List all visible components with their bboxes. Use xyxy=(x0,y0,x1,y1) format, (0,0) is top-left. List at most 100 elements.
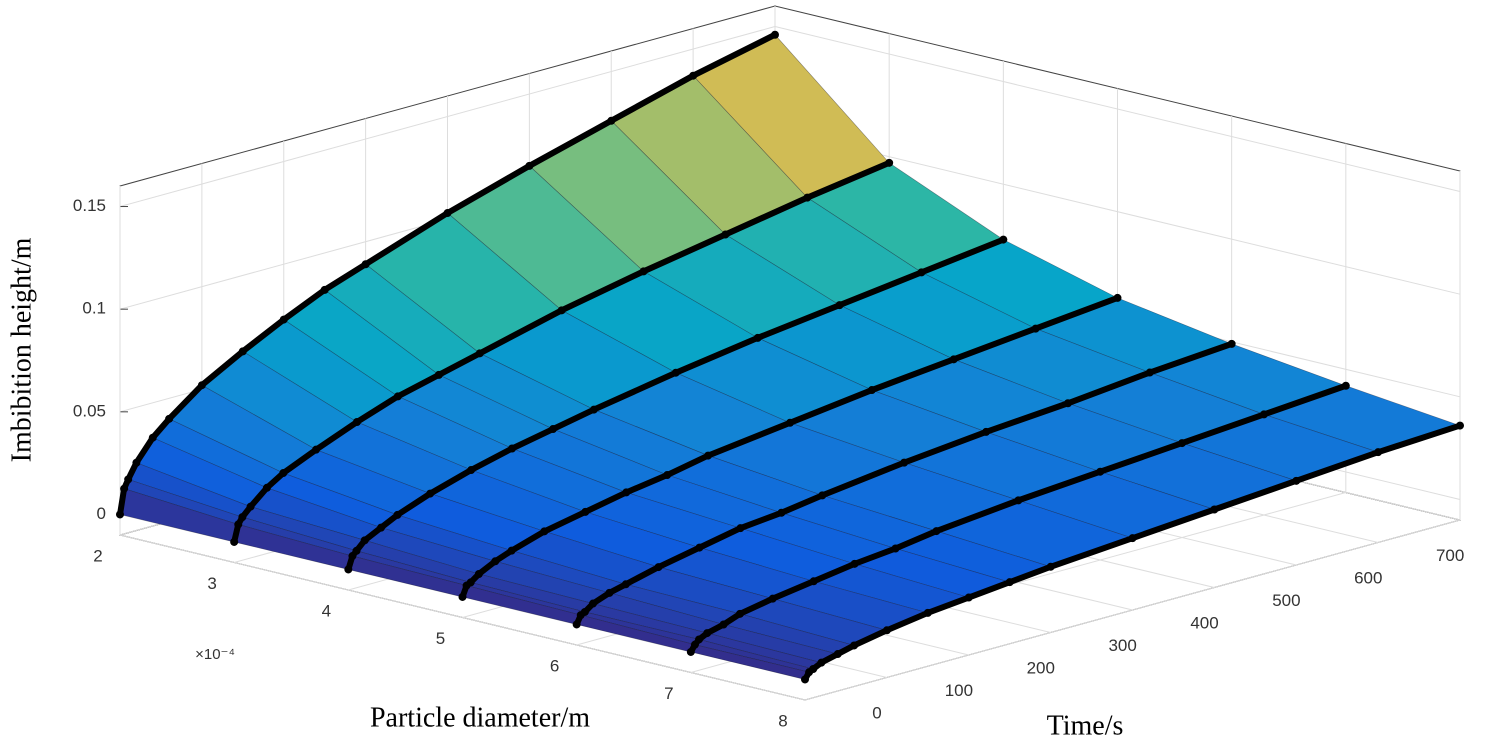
curve-point xyxy=(165,414,174,423)
z-tick-label: 0.1 xyxy=(82,299,106,318)
x-tick-label: 100 xyxy=(945,681,973,700)
x-tick-label: 500 xyxy=(1272,591,1300,610)
curve-point xyxy=(466,578,475,587)
curve-point xyxy=(352,546,361,555)
z-tick-label: 0.05 xyxy=(73,401,106,420)
x-axis-label: Time/s xyxy=(1047,710,1124,741)
curve-point xyxy=(1128,534,1137,543)
curve-point xyxy=(1014,496,1023,505)
curve xyxy=(231,159,893,545)
curve-point xyxy=(581,507,590,516)
curve xyxy=(573,340,1235,628)
curve xyxy=(345,236,1007,573)
curve-point xyxy=(695,635,704,644)
curve xyxy=(117,31,778,518)
curve-point xyxy=(809,577,818,586)
curve-point xyxy=(572,620,581,629)
curve-point xyxy=(703,629,712,638)
curve-point xyxy=(246,502,255,511)
curve xyxy=(687,382,1349,655)
curve-point xyxy=(982,427,991,436)
curve-point xyxy=(507,546,516,555)
curve-point xyxy=(721,230,730,239)
curve-point xyxy=(768,594,777,603)
curve-point xyxy=(234,520,243,529)
curve xyxy=(802,422,1463,683)
curve-point xyxy=(639,267,648,276)
curve-point xyxy=(654,563,663,572)
curve-point xyxy=(1005,578,1014,587)
curve-point xyxy=(580,607,589,616)
z-tick-label: 0 xyxy=(97,504,106,523)
curve-point xyxy=(377,523,386,532)
curve-point xyxy=(686,647,695,656)
curve-point xyxy=(885,158,894,167)
grid-line xyxy=(804,519,1461,701)
curve-point xyxy=(809,665,818,674)
y-tick-label: 2 xyxy=(93,546,102,565)
curve-point xyxy=(850,559,859,568)
curve-point xyxy=(835,301,844,310)
curve-point xyxy=(589,599,598,608)
x-tick-label: 0 xyxy=(872,703,881,722)
curve-point xyxy=(426,489,435,498)
curve-point xyxy=(279,469,288,478)
curve-point xyxy=(923,608,932,617)
y-tick-label: 5 xyxy=(436,629,445,648)
curve-point xyxy=(777,508,786,517)
curve-point xyxy=(491,557,500,566)
curve-point xyxy=(525,161,534,170)
curve-point xyxy=(120,484,129,493)
curve-point xyxy=(801,675,809,684)
curve-point xyxy=(999,235,1008,244)
curve-point xyxy=(949,355,958,364)
curve-point xyxy=(262,483,271,492)
curve-point xyxy=(1456,421,1464,430)
curve-point xyxy=(320,285,329,294)
curve-point xyxy=(704,451,713,460)
curve-point xyxy=(1046,562,1055,571)
curve-point xyxy=(557,306,566,315)
curve-point xyxy=(1341,381,1350,390)
curve-point xyxy=(621,580,630,589)
curve-point xyxy=(508,444,517,453)
curve xyxy=(459,294,1121,600)
x-tick-label: 400 xyxy=(1190,613,1218,632)
curve-point xyxy=(882,626,891,635)
curve-point xyxy=(1259,410,1268,419)
curve-point xyxy=(607,116,616,125)
curve-point xyxy=(900,458,909,467)
curve-point xyxy=(695,543,704,552)
curve-point xyxy=(1210,505,1219,514)
x-tick-label: 700 xyxy=(1436,546,1464,565)
curve-point xyxy=(589,405,598,414)
curve-point xyxy=(474,569,483,578)
curve-point xyxy=(434,370,443,379)
curve-point xyxy=(818,491,827,500)
curve-point xyxy=(803,193,812,202)
curve-point xyxy=(736,524,745,533)
curve-point xyxy=(393,392,402,401)
curve-point xyxy=(549,425,558,434)
curve-point xyxy=(312,445,321,454)
curve-point xyxy=(671,368,680,377)
curve-point xyxy=(719,620,728,629)
curve-point xyxy=(540,527,549,536)
curve-point xyxy=(124,475,133,484)
curve-point xyxy=(360,536,369,545)
curve-point xyxy=(817,658,826,667)
curve-point xyxy=(1113,293,1122,302)
z-axis-label: Imbibition height/m xyxy=(6,237,37,462)
curve-point xyxy=(833,650,842,659)
curve-point xyxy=(238,513,247,522)
curve-point xyxy=(344,565,353,574)
curve-point xyxy=(1031,324,1040,333)
curve-point xyxy=(1145,368,1154,377)
curve-point xyxy=(393,510,402,519)
curve-point xyxy=(467,466,476,475)
y-tick-label: 6 xyxy=(550,656,559,675)
y-tick-label: 7 xyxy=(664,684,673,703)
curve-point xyxy=(116,510,124,519)
curve-point xyxy=(689,71,698,80)
